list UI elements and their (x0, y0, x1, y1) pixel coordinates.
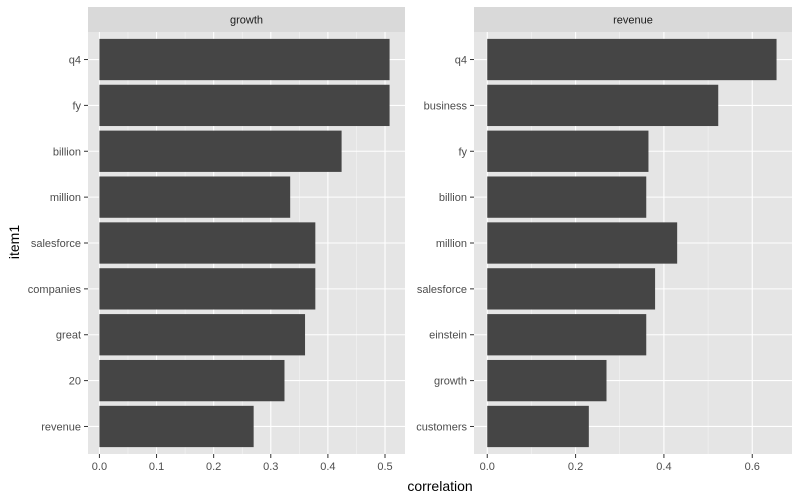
bar-growth (487, 359, 607, 402)
y-tick-label: salesforce (417, 284, 467, 296)
x-tick-label: 0.3 (263, 461, 278, 473)
bar-million (487, 222, 678, 264)
bar-fy (487, 130, 649, 172)
y-tick-label: billion (53, 146, 81, 158)
panel-layer: growth q4 fy billion million salesforce compan… (28, 7, 792, 473)
x-tick-label: 0.0 (480, 461, 495, 473)
facet-title: growth (230, 15, 263, 27)
y-tick-label: fy (72, 100, 81, 112)
y-tick-label: business (424, 100, 468, 112)
y-axis-title: item1 (6, 225, 22, 259)
bar-business (487, 84, 719, 127)
y-tick-label: einstein (429, 330, 467, 342)
y-tick-label: salesforce (31, 238, 81, 250)
bar-companies (99, 268, 316, 310)
x-tick-label: 0.4 (656, 461, 671, 473)
bar-great (99, 314, 306, 356)
y-tick-label: million (50, 192, 81, 204)
bar-salesforce (487, 268, 656, 310)
x-tick-label: 0.2 (568, 461, 583, 473)
x-tick-label: 0.2 (206, 461, 221, 473)
y-tick-label: million (436, 238, 467, 250)
y-tick-label: fy (458, 146, 467, 158)
x-axis-title: correlation (407, 478, 472, 494)
bar-revenue (99, 405, 254, 448)
y-tick-label: billion (439, 192, 467, 204)
x-tick-label: 0.4 (320, 461, 335, 473)
bar-20 (99, 359, 285, 402)
x-tick-label: 0.6 (745, 461, 760, 473)
facet-strip (88, 7, 405, 32)
facet-panel-revenue: revenue q4 business fy billion million salesfo… (416, 7, 792, 473)
facet-title: revenue (613, 15, 653, 27)
bar-einstein (487, 314, 647, 356)
y-tick-label: revenue (41, 421, 81, 433)
y-tick-label: 20 (69, 376, 81, 388)
bar-customers (487, 405, 589, 448)
bar-fy (99, 84, 390, 127)
facet-strip (474, 7, 792, 32)
x-tick-label: 0.1 (149, 461, 164, 473)
y-tick-label: q4 (69, 55, 81, 67)
bar-billion (99, 130, 342, 172)
y-tick-label: companies (28, 284, 82, 296)
y-tick-label: great (56, 330, 81, 342)
facet-panel-growth: growth q4 fy billion million salesforce compan… (28, 7, 405, 473)
bar-q4 (487, 38, 777, 81)
y-tick-label: q4 (455, 55, 467, 67)
bar-million (99, 176, 291, 218)
bar-q4 (99, 38, 390, 81)
x-tick-label: 0.0 (92, 461, 107, 473)
y-tick-label: customers (416, 421, 467, 433)
y-tick-label: growth (434, 376, 467, 388)
x-tick-label: 0.5 (377, 461, 392, 473)
bar-billion (487, 176, 647, 218)
bar-salesforce (99, 222, 316, 264)
